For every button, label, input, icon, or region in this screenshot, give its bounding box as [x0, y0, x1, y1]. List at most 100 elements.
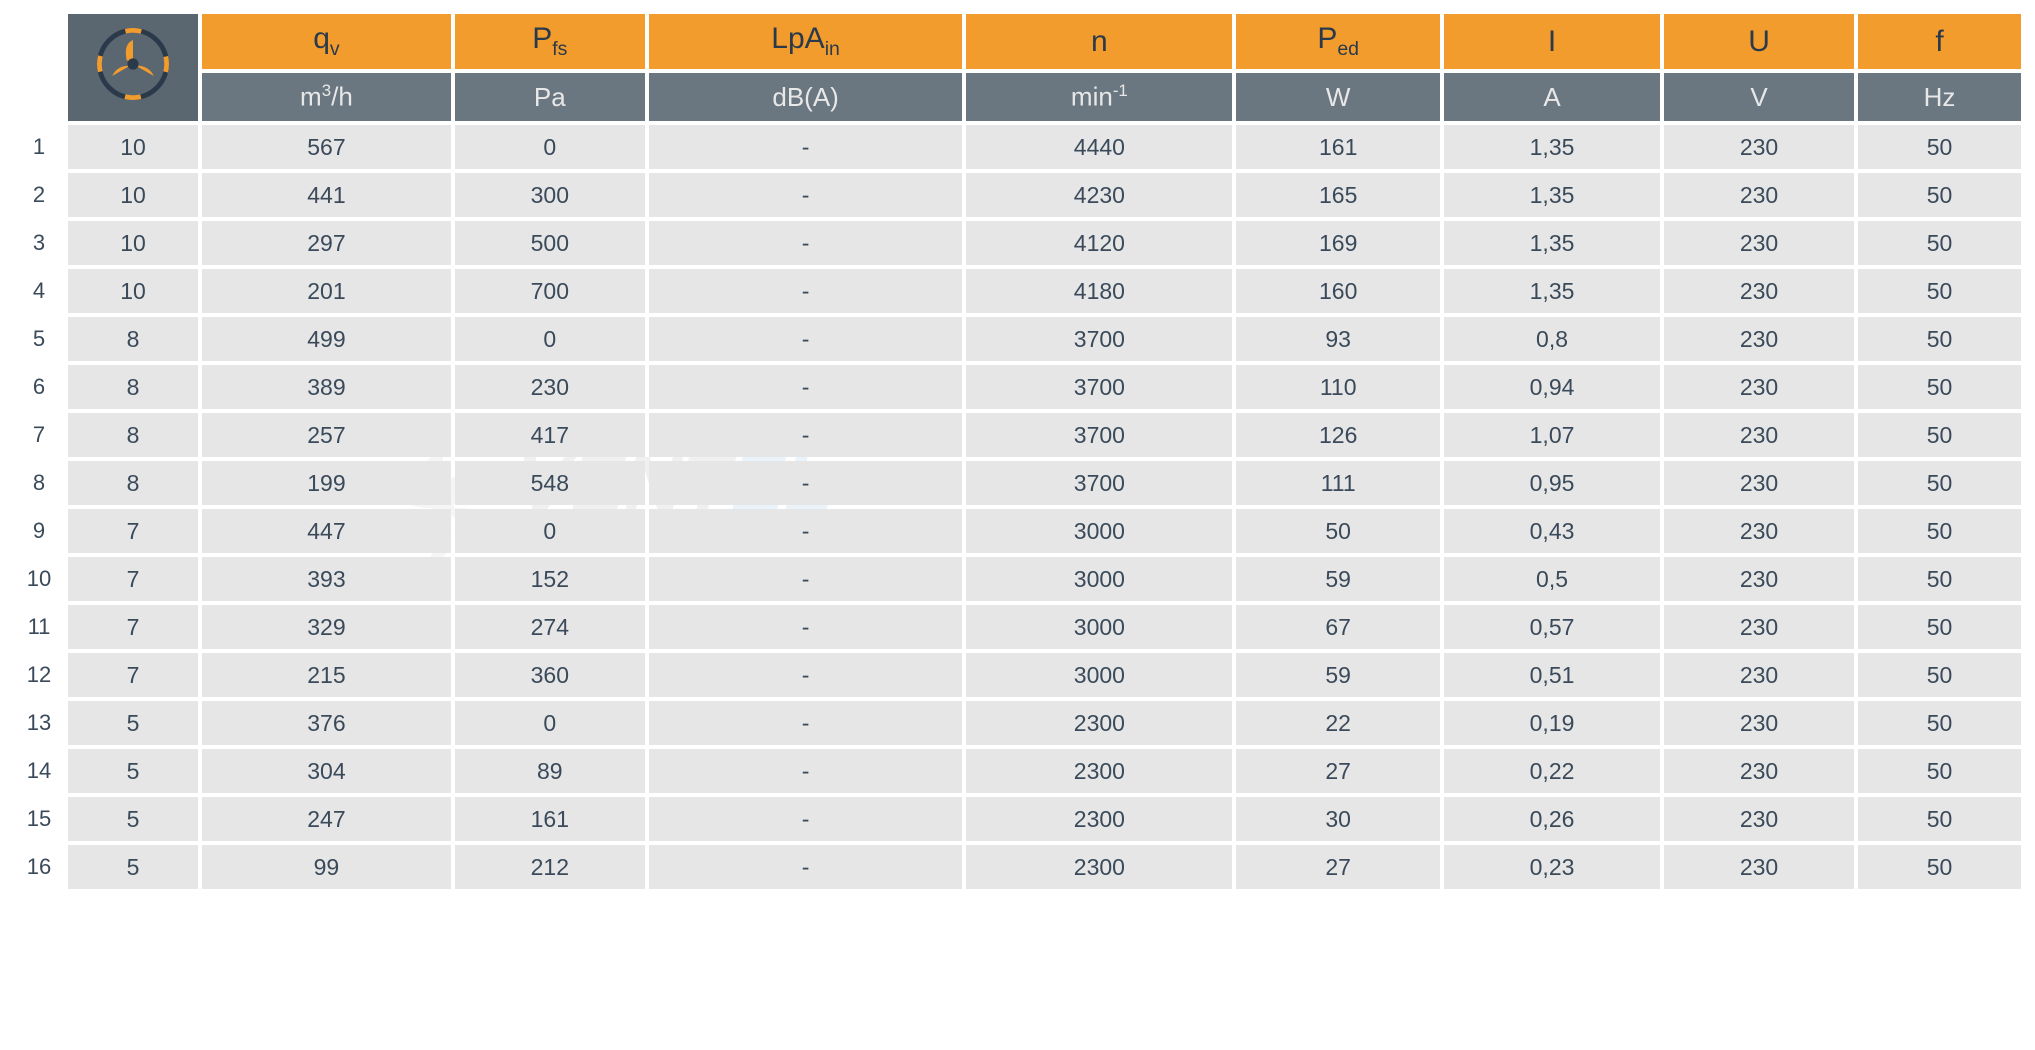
data-cell: 4180 — [966, 269, 1232, 313]
col-unit-pfs: Pa — [455, 73, 645, 121]
data-cell: 230 — [1664, 749, 1854, 793]
data-cell: 230 — [1664, 317, 1854, 361]
row-number: 5 — [14, 317, 64, 361]
data-cell: 389 — [202, 365, 451, 409]
data-cell: 567 — [202, 125, 451, 169]
data-cell: 3700 — [966, 317, 1232, 361]
data-cell: 0,22 — [1444, 749, 1660, 793]
row-number: 16 — [14, 845, 64, 889]
data-cell: 0 — [455, 125, 645, 169]
data-cell: 1,35 — [1444, 173, 1660, 217]
data-cell: 4120 — [966, 221, 1232, 265]
row-number: 1 — [14, 125, 64, 169]
row-number: 12 — [14, 653, 64, 697]
row-number: 4 — [14, 269, 64, 313]
col-header-f: f — [1858, 14, 2021, 69]
data-cell: 50 — [1858, 797, 2021, 841]
data-cell: - — [649, 173, 963, 217]
data-cell: 3700 — [966, 461, 1232, 505]
data-cell: 0,94 — [1444, 365, 1660, 409]
fan-value: 10 — [68, 269, 198, 313]
data-cell: 50 — [1858, 317, 2021, 361]
table-container: VENTEL qv — [10, 10, 2025, 893]
data-cell: 230 — [1664, 605, 1854, 649]
data-cell: 50 — [1858, 173, 2021, 217]
data-cell: - — [649, 845, 963, 889]
row-number: 3 — [14, 221, 64, 265]
col-header-qv: qv — [202, 14, 451, 69]
table-row: 16599212-2300270,2323050 — [14, 845, 2021, 889]
table-body: 1105670-44401611,3523050210441300-423016… — [14, 125, 2021, 889]
row-number: 14 — [14, 749, 64, 793]
data-cell: - — [649, 365, 963, 409]
data-cell: 500 — [455, 221, 645, 265]
data-cell: 230 — [455, 365, 645, 409]
row-number: 11 — [14, 605, 64, 649]
row-number: 10 — [14, 557, 64, 601]
data-cell: 165 — [1236, 173, 1440, 217]
data-cell: 2300 — [966, 749, 1232, 793]
data-cell: 230 — [1664, 557, 1854, 601]
table-row: 155247161-2300300,2623050 — [14, 797, 2021, 841]
data-cell: 1,07 — [1444, 413, 1660, 457]
table-row: 78257417-37001261,0723050 — [14, 413, 2021, 457]
data-cell: 161 — [455, 797, 645, 841]
row-number: 9 — [14, 509, 64, 553]
col-unit-lpa: dB(A) — [649, 73, 963, 121]
data-cell: 0 — [455, 509, 645, 553]
data-cell: 50 — [1858, 461, 2021, 505]
data-cell: 50 — [1858, 845, 2021, 889]
data-cell: 274 — [455, 605, 645, 649]
data-cell: 59 — [1236, 557, 1440, 601]
data-cell: 230 — [1664, 461, 1854, 505]
data-cell: 126 — [1236, 413, 1440, 457]
col-header-pfs: Pfs — [455, 14, 645, 69]
data-cell: 169 — [1236, 221, 1440, 265]
data-cell: - — [649, 797, 963, 841]
col-unit-f: Hz — [1858, 73, 2021, 121]
data-cell: 3700 — [966, 413, 1232, 457]
data-cell: 4230 — [966, 173, 1232, 217]
fan-value: 5 — [68, 749, 198, 793]
data-cell: 230 — [1664, 365, 1854, 409]
data-cell: 360 — [455, 653, 645, 697]
data-cell: 417 — [455, 413, 645, 457]
data-cell: 0,8 — [1444, 317, 1660, 361]
data-cell: 3000 — [966, 653, 1232, 697]
data-cell: 0,95 — [1444, 461, 1660, 505]
fan-value: 8 — [68, 461, 198, 505]
table-row: 14530489-2300270,2223050 — [14, 749, 2021, 793]
data-cell: 247 — [202, 797, 451, 841]
data-cell: 376 — [202, 701, 451, 745]
table-row: 410201700-41801601,3523050 — [14, 269, 2021, 313]
col-header-n: n — [966, 14, 1232, 69]
row-number: 8 — [14, 461, 64, 505]
fan-value: 10 — [68, 125, 198, 169]
data-cell: 215 — [202, 653, 451, 697]
fan-value: 7 — [68, 653, 198, 697]
fan-value: 10 — [68, 221, 198, 265]
data-cell: - — [649, 749, 963, 793]
col-header-u: U — [1664, 14, 1854, 69]
col-unit-ped: W — [1236, 73, 1440, 121]
data-cell: 0 — [455, 701, 645, 745]
data-cell: 0,43 — [1444, 509, 1660, 553]
data-cell: 0,19 — [1444, 701, 1660, 745]
fan-value: 8 — [68, 413, 198, 457]
table-row: 127215360-3000590,5123050 — [14, 653, 2021, 697]
header-symbol-row: qv Pfs LpAin n Ped I U f — [14, 14, 2021, 69]
data-cell: 393 — [202, 557, 451, 601]
fan-icon-header — [68, 14, 198, 121]
data-cell: 230 — [1664, 221, 1854, 265]
data-cell: 230 — [1664, 845, 1854, 889]
data-cell: 230 — [1664, 173, 1854, 217]
data-cell: 50 — [1858, 509, 2021, 553]
data-cell: 0,26 — [1444, 797, 1660, 841]
data-cell: 0 — [455, 317, 645, 361]
data-cell: 700 — [455, 269, 645, 313]
data-cell: 50 — [1236, 509, 1440, 553]
fan-value: 8 — [68, 317, 198, 361]
data-cell: 230 — [1664, 797, 1854, 841]
fan-value: 5 — [68, 797, 198, 841]
data-cell: 59 — [1236, 653, 1440, 697]
